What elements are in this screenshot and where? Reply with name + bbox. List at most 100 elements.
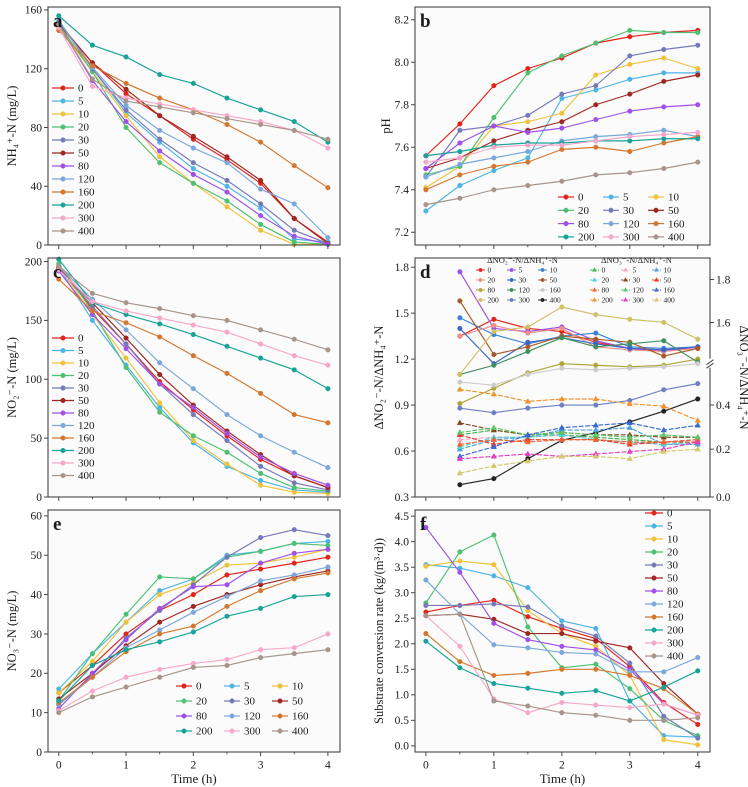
circle-marker <box>651 562 657 568</box>
series-f-400 <box>423 611 701 723</box>
legend-label: 120 <box>244 711 261 723</box>
circle-marker <box>157 619 163 625</box>
y-tick-label: 60 <box>31 511 43 523</box>
circle-marker <box>491 351 497 358</box>
circle-marker <box>291 216 297 222</box>
circle-marker <box>157 136 163 142</box>
circle-marker <box>157 127 163 133</box>
circle-marker <box>190 386 196 392</box>
y-tick-label: 40 <box>31 181 43 193</box>
plot-frame-d <box>414 257 711 498</box>
legend-label: 300 <box>78 213 95 225</box>
legend-label: 120 <box>78 420 95 432</box>
circle-marker <box>224 662 230 668</box>
circle-marker <box>258 454 264 460</box>
circle-marker <box>695 72 701 78</box>
circle-marker <box>491 144 497 150</box>
triangle-marker <box>626 433 633 440</box>
y-tick-label: 1.5 <box>395 664 410 676</box>
legend-label: 5 <box>519 266 523 275</box>
series-f-30 <box>423 601 701 741</box>
circle-marker <box>695 668 701 674</box>
circle-marker <box>60 215 66 221</box>
y-tick-label: 0.6 <box>395 446 410 458</box>
circle-marker <box>157 381 163 387</box>
circle-marker <box>423 638 429 644</box>
triangle-marker <box>456 429 463 435</box>
circle-marker <box>123 674 129 680</box>
circle-marker <box>695 159 701 165</box>
plot-area-c <box>48 258 340 497</box>
circle-marker <box>563 234 569 240</box>
circle-marker <box>559 666 565 672</box>
circle-marker <box>661 104 667 110</box>
circle-marker <box>457 558 463 564</box>
circle-marker <box>157 113 163 119</box>
series-f-120 <box>423 577 701 675</box>
legend-label: 20 <box>196 696 208 708</box>
y-tick-label: 0 <box>36 747 42 759</box>
circle-marker <box>661 165 667 172</box>
triangle-marker <box>490 436 497 442</box>
circle-marker <box>525 624 531 630</box>
circle-marker <box>661 347 667 353</box>
circle-marker <box>258 647 264 653</box>
circle-marker <box>695 721 701 727</box>
circle-marker <box>325 347 331 353</box>
legend-label: 20 <box>667 547 679 559</box>
triangle-marker <box>660 431 667 438</box>
legend-label: 200 <box>667 625 684 637</box>
circle-marker <box>291 540 297 546</box>
circle-marker <box>123 619 129 625</box>
circle-marker <box>457 127 463 133</box>
legend-label: 30 <box>78 135 90 147</box>
legend-label: 20 <box>578 205 590 217</box>
legend-b: 0 5 10 20 30 50 80 120 160 200 300 400 <box>558 192 685 244</box>
triangle-marker <box>524 457 531 464</box>
circle-marker <box>525 371 531 377</box>
series-line <box>459 317 699 349</box>
triangle-marker <box>653 267 660 272</box>
circle-marker <box>190 609 196 615</box>
circle-marker <box>291 651 297 657</box>
circle-marker <box>258 560 264 566</box>
circle-marker <box>457 371 463 377</box>
circle-marker <box>157 72 163 78</box>
circle-marker <box>661 127 667 133</box>
legend-label: 160 <box>78 187 95 199</box>
circle-marker <box>190 145 196 151</box>
circle-marker <box>457 148 463 155</box>
circle-marker <box>123 684 129 690</box>
legend-label: 200 <box>78 445 95 457</box>
right-y-tick-label: 0.4 <box>716 400 731 412</box>
legend-label: 20 <box>78 370 90 382</box>
circle-marker <box>423 602 429 609</box>
plot-frame-b <box>414 6 711 246</box>
legend-group-left: ΔNO₂⁻-N/ΔNH₄⁺-N0 5 10 20 30 50 80 120 160 200 300 4… <box>476 255 561 305</box>
x-ticks-d <box>425 497 699 501</box>
circle-marker <box>157 605 163 611</box>
circle-marker <box>423 563 429 569</box>
circle-marker <box>525 112 531 118</box>
series-d-left-200 <box>457 304 701 377</box>
triangle-marker <box>626 448 633 454</box>
series-line <box>459 363 699 386</box>
circle-marker <box>559 361 565 367</box>
triangle-marker <box>456 469 463 476</box>
y-axis-label-f: Substrate conversion rate (kg/(m³·d)) <box>372 538 386 724</box>
circle-marker <box>661 364 667 370</box>
circle-marker <box>627 316 633 322</box>
circle-marker <box>627 53 633 59</box>
x-ticks-f: 0 1 2 3 4 <box>423 752 701 772</box>
circle-marker <box>291 485 297 491</box>
circle-marker <box>593 102 599 108</box>
triangle-marker <box>490 390 497 397</box>
legend-label: 300 <box>633 296 645 305</box>
x-tick-label: 4 <box>325 760 331 772</box>
circle-marker <box>224 189 230 195</box>
legend-label: 300 <box>519 296 531 305</box>
series-d-left-50 <box>457 298 701 359</box>
legend-label: 50 <box>668 205 680 217</box>
circle-marker <box>190 166 196 172</box>
